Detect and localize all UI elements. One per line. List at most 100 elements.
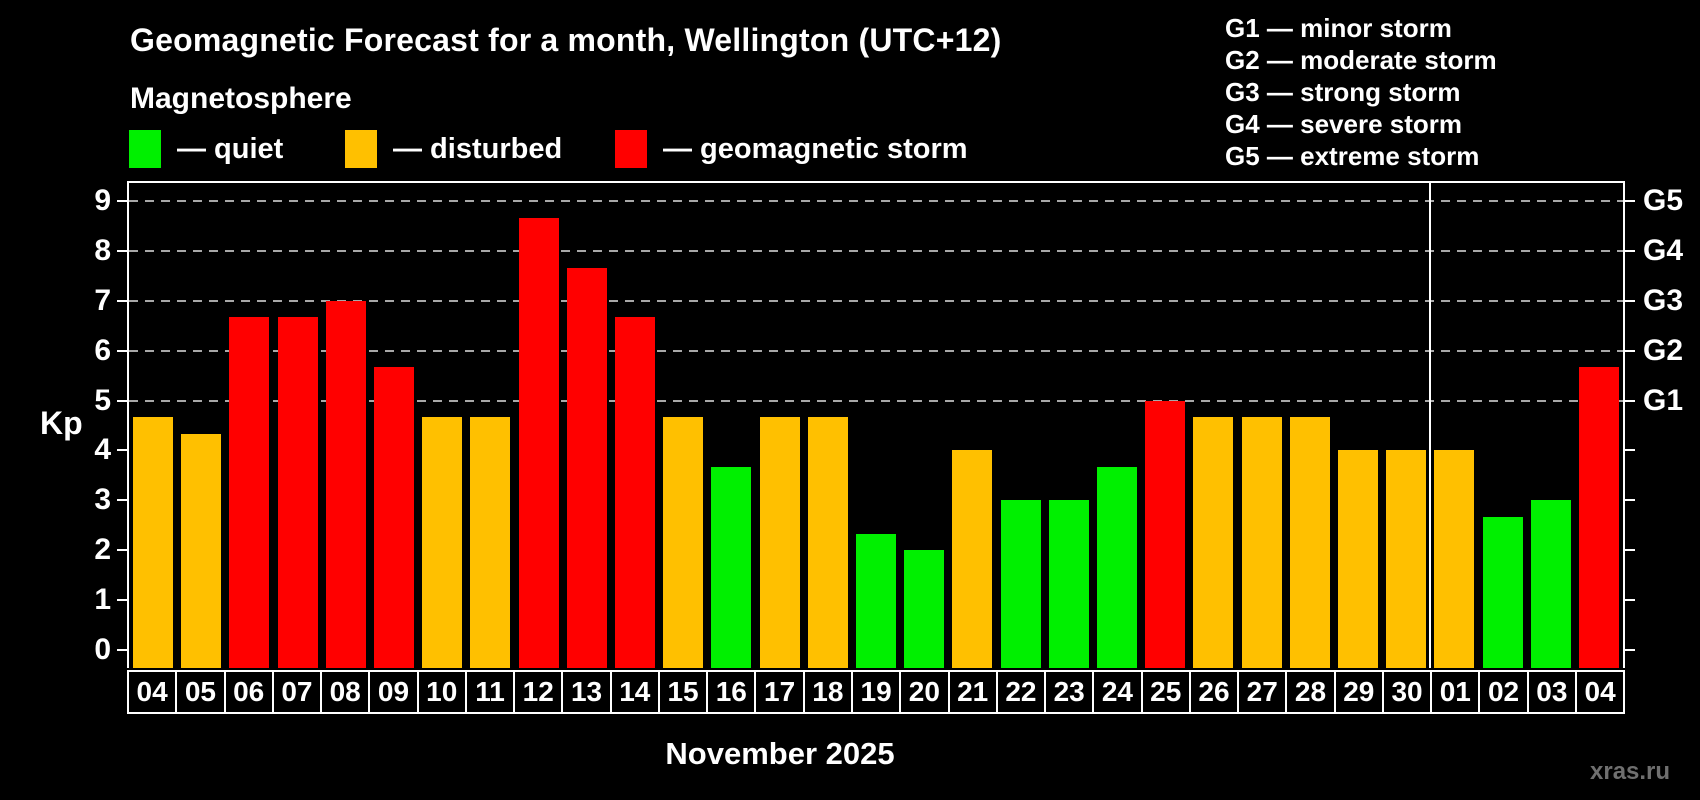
y-tick-label-9: 9 bbox=[94, 184, 111, 218]
legend-item-quiet: — quiet bbox=[129, 130, 283, 168]
y-tick-right-9 bbox=[1625, 200, 1635, 203]
gridline-kp-8 bbox=[129, 250, 1623, 253]
y-axis-label: Kp bbox=[40, 405, 83, 441]
right-axis-label-G3: G3 bbox=[1643, 284, 1684, 317]
y-tick-right-7 bbox=[1625, 300, 1635, 302]
kp-bar-29-day-03 bbox=[1530, 500, 1571, 668]
kp-bar-21-day-25 bbox=[1145, 400, 1186, 668]
day-label-18-22: 22 bbox=[995, 670, 1047, 714]
legend-label-quiet: — quiet bbox=[177, 132, 284, 165]
day-label-29-03: 03 bbox=[1526, 670, 1577, 714]
day-label-10-14: 14 bbox=[609, 670, 660, 714]
y-tick-right-2 bbox=[1625, 548, 1635, 551]
day-label-7-11: 11 bbox=[464, 670, 516, 714]
g-legend-line-2: G2 — moderate storm bbox=[1225, 45, 1497, 75]
g-legend-line-1: G1 — minor storm bbox=[1225, 13, 1452, 43]
day-label-12-16: 16 bbox=[706, 670, 757, 714]
kp-bar-22-day-26 bbox=[1193, 417, 1234, 668]
kp-bar-9-day-13 bbox=[566, 267, 607, 668]
kp-bar-12-day-16 bbox=[711, 466, 752, 668]
day-label-20-24: 24 bbox=[1092, 670, 1143, 714]
gridline-kp-9 bbox=[129, 200, 1623, 203]
y-tick-right-3 bbox=[1625, 499, 1635, 502]
legend-label-disturbed: — disturbed bbox=[393, 132, 563, 165]
day-label-14-18: 18 bbox=[802, 670, 853, 714]
y-tick-label-4: 4 bbox=[94, 433, 111, 467]
y-tick-label-7: 7 bbox=[94, 284, 111, 317]
day-label-30-04: 04 bbox=[1574, 670, 1626, 714]
g-legend-line-4: G4 — severe storm bbox=[1225, 109, 1463, 139]
right-axis-label-G5: G5 bbox=[1643, 184, 1684, 218]
plot-area bbox=[127, 181, 1625, 668]
kp-bar-2-day-06 bbox=[229, 317, 270, 668]
day-label-0-04: 04 bbox=[127, 670, 178, 714]
kp-bar-11-day-15 bbox=[663, 417, 704, 668]
day-label-23-27: 27 bbox=[1237, 670, 1288, 714]
day-label-25-29: 29 bbox=[1333, 670, 1384, 714]
y-tick-left-9 bbox=[117, 200, 127, 203]
y-tick-left-2 bbox=[117, 548, 127, 551]
chart-title: Geomagnetic Forecast for a month, Wellin… bbox=[130, 22, 1002, 58]
kp-bar-24-day-28 bbox=[1289, 417, 1330, 668]
kp-bar-13-day-17 bbox=[759, 417, 800, 668]
y-tick-label-8: 8 bbox=[94, 234, 111, 268]
y-tick-right-0 bbox=[1625, 648, 1635, 651]
y-tick-left-6 bbox=[117, 349, 127, 352]
y-tick-left-5 bbox=[117, 399, 127, 402]
g-legend-line-3: G3 — strong storm bbox=[1225, 77, 1461, 107]
day-label-24-28: 28 bbox=[1285, 670, 1336, 714]
day-label-3-07: 07 bbox=[271, 670, 323, 714]
y-tick-label-0: 0 bbox=[94, 632, 111, 666]
kp-bar-18-day-22 bbox=[1000, 500, 1041, 668]
y-tick-label-3: 3 bbox=[94, 483, 111, 517]
kp-bar-19-day-23 bbox=[1048, 500, 1089, 668]
y-tick-label-5: 5 bbox=[94, 383, 111, 417]
y-tick-right-8 bbox=[1625, 250, 1635, 253]
kp-bar-0-day-04 bbox=[133, 417, 174, 668]
day-label-1-05: 05 bbox=[175, 670, 226, 714]
right-axis-label-G2: G2 bbox=[1643, 333, 1684, 367]
g-legend-line-5: G5 — extreme storm bbox=[1225, 141, 1480, 171]
y-tick-label-2: 2 bbox=[94, 532, 111, 566]
chart-subtitle: Magnetosphere bbox=[130, 82, 352, 115]
y-tick-left-8 bbox=[117, 250, 127, 253]
kp-bar-4-day-08 bbox=[325, 301, 366, 668]
y-tick-label-1: 1 bbox=[94, 582, 111, 616]
legend-swatch-disturbed bbox=[345, 130, 377, 168]
watermark: xras.ru bbox=[1590, 758, 1671, 785]
kp-bar-20-day-24 bbox=[1096, 466, 1137, 668]
legend-swatch-quiet bbox=[129, 130, 161, 168]
day-label-21-25: 25 bbox=[1140, 670, 1191, 714]
y-tick-right-6 bbox=[1625, 349, 1635, 352]
day-label-17-21: 21 bbox=[947, 670, 998, 714]
day-label-15-19: 19 bbox=[850, 670, 902, 714]
day-label-11-15: 15 bbox=[657, 670, 709, 714]
kp-bar-27-day-01 bbox=[1434, 450, 1475, 668]
kp-bar-17-day-21 bbox=[952, 450, 993, 668]
x-axis-day-labels: 04 05 06 07 08 09 10 11 12 13 14 15 16 17 18 19 20 21 22 23… bbox=[127, 670, 1626, 714]
kp-bar-8-day-12 bbox=[518, 217, 559, 668]
day-label-19-23: 23 bbox=[1044, 670, 1095, 714]
kp-bar-23-day-27 bbox=[1241, 417, 1282, 668]
day-label-5-09: 09 bbox=[368, 670, 419, 714]
gridline-kp-6 bbox=[129, 349, 1623, 352]
y-tick-right-4 bbox=[1625, 449, 1635, 452]
day-label-27-01: 01 bbox=[1430, 670, 1481, 714]
day-label-2-06: 06 bbox=[223, 670, 274, 714]
day-label-6-10: 10 bbox=[416, 670, 467, 714]
day-label-13-17: 17 bbox=[754, 670, 805, 714]
gridline-kp-7 bbox=[129, 300, 1623, 302]
kp-bar-3-day-07 bbox=[277, 317, 318, 668]
day-label-9-13: 13 bbox=[561, 670, 612, 714]
kp-bar-14-day-18 bbox=[807, 417, 848, 668]
kp-bar-10-day-14 bbox=[615, 317, 656, 668]
day-label-26-30: 30 bbox=[1381, 670, 1433, 714]
kp-bar-7-day-11 bbox=[470, 417, 511, 668]
kp-bar-5-day-09 bbox=[374, 367, 415, 668]
month-separator bbox=[1429, 183, 1432, 668]
legend-swatch-storm bbox=[615, 130, 647, 168]
y-tick-label-6: 6 bbox=[94, 333, 111, 367]
kp-bar-15-day-19 bbox=[856, 533, 896, 668]
day-label-16-20: 20 bbox=[899, 670, 950, 714]
y-tick-left-7 bbox=[117, 300, 127, 302]
